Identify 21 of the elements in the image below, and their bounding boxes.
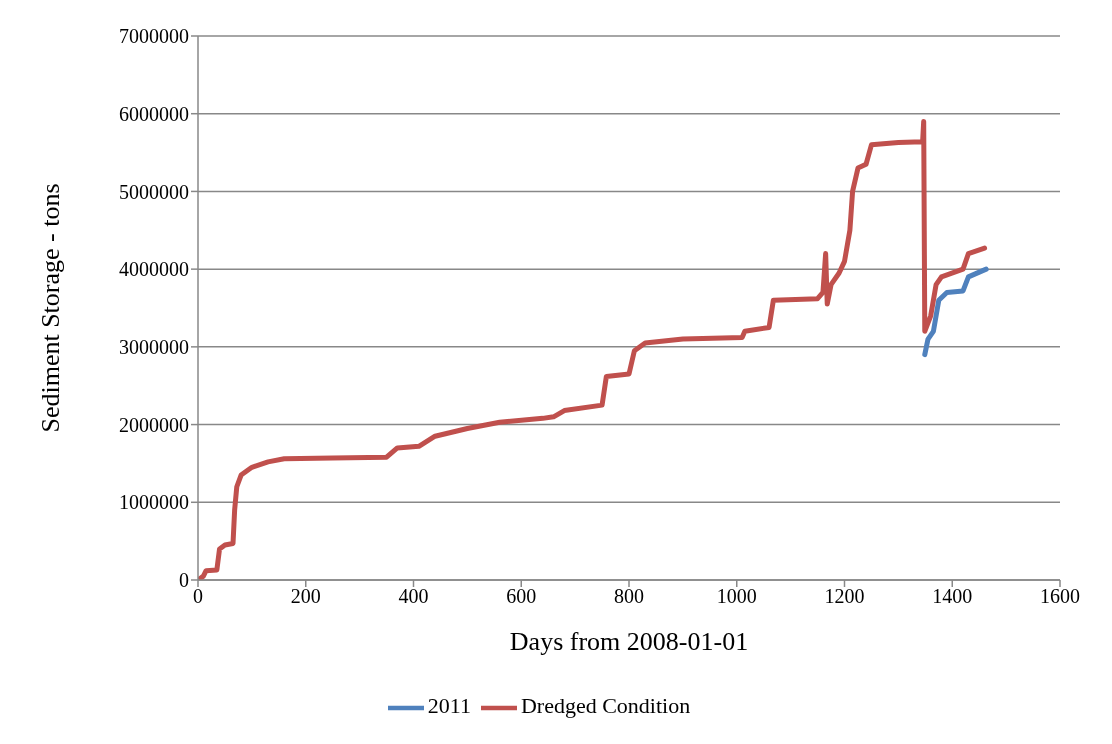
x-tick-label: 1200 (824, 585, 865, 608)
x-axis-title: Days from 2008-01-01 (509, 627, 749, 656)
x-tick-label: 1000 (716, 585, 757, 608)
legend-label: 2011 (427, 693, 471, 719)
y-axis-title: Sediment Storage - tons (36, 183, 66, 433)
x-tick-label: 1600 (1040, 585, 1080, 608)
x-tick-label: 800 (614, 585, 644, 608)
y-tick-label: 5000000 (119, 180, 189, 203)
y-tick-label: 6000000 (119, 102, 189, 125)
x-tick-label: 600 (506, 585, 537, 608)
x-tick-label: 1400 (932, 585, 973, 608)
y-tick-label: 1000000 (119, 491, 189, 514)
x-tick-label: 200 (290, 585, 321, 608)
y-tick-label: 3000000 (119, 335, 189, 358)
y-tick-label: 2000000 (119, 413, 189, 436)
y-tick-label: 7000000 (119, 25, 189, 48)
x-tick-label: 0 (193, 585, 203, 608)
x-tick-label: 400 (398, 585, 429, 608)
y-tick-label: 4000000 (119, 258, 189, 281)
y-tick-label: 0 (179, 569, 189, 592)
legend-label: Dredged Condition (520, 693, 691, 719)
